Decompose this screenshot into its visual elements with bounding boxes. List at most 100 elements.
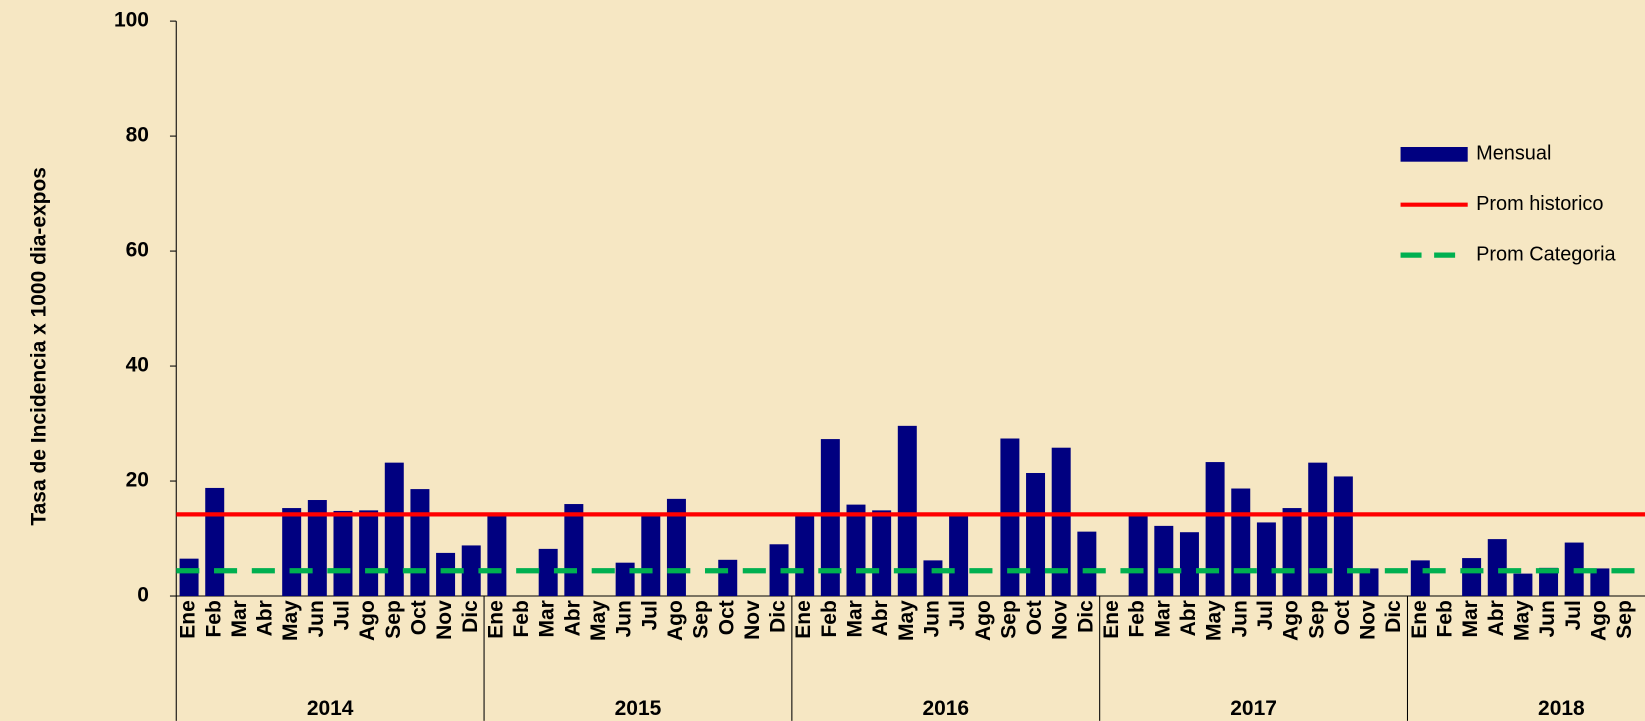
legend-label: Mensual [1476, 143, 1551, 165]
x-tick-label: Dic [1074, 600, 1097, 633]
bar [461, 545, 481, 597]
x-tick-label: Sep [997, 600, 1020, 638]
x-tick-label: Feb [818, 600, 841, 637]
bar [1308, 462, 1328, 597]
x-tick-label: Oct [1023, 600, 1046, 635]
bar [641, 512, 661, 597]
x-tick-label: Sep [1305, 600, 1328, 638]
x-tick-label: Abr [1177, 600, 1200, 636]
x-tick-label: Dic [459, 600, 482, 633]
x-tick-label: Ene [484, 600, 507, 638]
x-tick-label: Ene [177, 600, 200, 638]
bar [1513, 573, 1533, 597]
bar [949, 513, 969, 597]
x-tick-label: Dic [1382, 600, 1405, 633]
legend-label: Prom Categoria [1476, 243, 1616, 265]
bar [1462, 558, 1482, 597]
x-tick-label: May [895, 600, 918, 641]
x-tick-label: Ago [1587, 600, 1610, 641]
x-tick-label: Jul [1562, 600, 1585, 630]
x-tick-label: Nov [741, 600, 764, 640]
bar [872, 510, 892, 597]
year-label: 2015 [615, 697, 662, 720]
bar [795, 514, 815, 597]
legend-label: Prom historico [1476, 193, 1603, 215]
x-tick-label: Oct [1331, 600, 1354, 635]
year-label: 2017 [1230, 697, 1277, 720]
x-tick-label: Ago [972, 600, 995, 641]
x-tick-label: Jul [1254, 600, 1277, 630]
x-tick-label: Ago [664, 600, 687, 641]
legend-swatch [1400, 147, 1468, 162]
x-tick-label: Jun [920, 600, 943, 637]
x-tick-label: Abr [869, 600, 892, 636]
bar [846, 504, 866, 597]
bar [333, 510, 353, 597]
bar [1410, 560, 1430, 597]
x-tick-label: Feb [1126, 600, 1149, 637]
bar [359, 510, 379, 597]
bar [923, 560, 943, 597]
x-tick-label: Sep [382, 600, 405, 638]
bar [1231, 488, 1251, 597]
year-label: 2018 [1538, 697, 1585, 720]
bar [1077, 531, 1097, 597]
x-tick-label: Feb [202, 600, 225, 637]
bar [1128, 512, 1148, 597]
bar [1539, 567, 1559, 597]
bar [410, 489, 430, 597]
y-tick-label: 0 [137, 584, 149, 607]
x-tick-label: Ago [356, 600, 379, 641]
bar [1359, 568, 1379, 597]
bar [769, 544, 789, 597]
x-tick-label: Jul [638, 600, 661, 630]
bar [564, 504, 584, 597]
bar [897, 425, 917, 597]
y-tick-label: 60 [126, 239, 149, 262]
y-tick-label: 20 [126, 469, 149, 492]
x-tick-label: Mar [844, 600, 867, 637]
x-tick-label: Sep [690, 600, 713, 638]
bar [1051, 447, 1071, 597]
bar [820, 439, 840, 597]
x-tick-label: Nov [433, 600, 456, 640]
y-axis-label: Tasa de Incidencia x 1000 dia-expos [27, 167, 50, 526]
x-tick-label: Nov [1357, 600, 1380, 640]
bar [1282, 508, 1302, 597]
bar [718, 559, 738, 597]
x-tick-label: May [279, 600, 302, 641]
bar [487, 513, 507, 597]
x-tick-label: Feb [1434, 600, 1457, 637]
x-tick-label: Abr [1485, 600, 1508, 636]
x-tick-label: Jun [1228, 600, 1251, 637]
bar [538, 548, 558, 597]
x-tick-label: Jul [946, 600, 969, 630]
x-tick-label: Ene [1408, 600, 1431, 638]
x-tick-label: May [1203, 600, 1226, 641]
bar [1205, 462, 1225, 597]
bar [1333, 476, 1353, 597]
bar [1256, 522, 1276, 597]
x-tick-label: Jun [613, 600, 636, 637]
x-tick-label: Abr [254, 600, 277, 636]
y-tick-label: 40 [126, 354, 149, 377]
y-tick-label: 100 [114, 9, 149, 32]
x-tick-label: Oct [407, 600, 430, 635]
x-tick-label: Mar [1459, 600, 1482, 637]
bar [1026, 472, 1046, 597]
x-tick-label: Ago [1280, 600, 1303, 641]
bar [1000, 438, 1020, 597]
x-tick-label: Nov [1049, 600, 1072, 640]
bar [179, 558, 199, 597]
bar [1154, 525, 1174, 597]
x-tick-label: Abr [561, 600, 584, 636]
x-tick-label: Mar [228, 600, 251, 637]
x-tick-label: Jun [305, 600, 328, 637]
bar [436, 552, 456, 597]
bar [205, 487, 225, 597]
bar [1487, 539, 1507, 597]
x-tick-label: May [1510, 600, 1533, 641]
bar [1590, 568, 1610, 597]
x-tick-label: May [587, 600, 610, 641]
